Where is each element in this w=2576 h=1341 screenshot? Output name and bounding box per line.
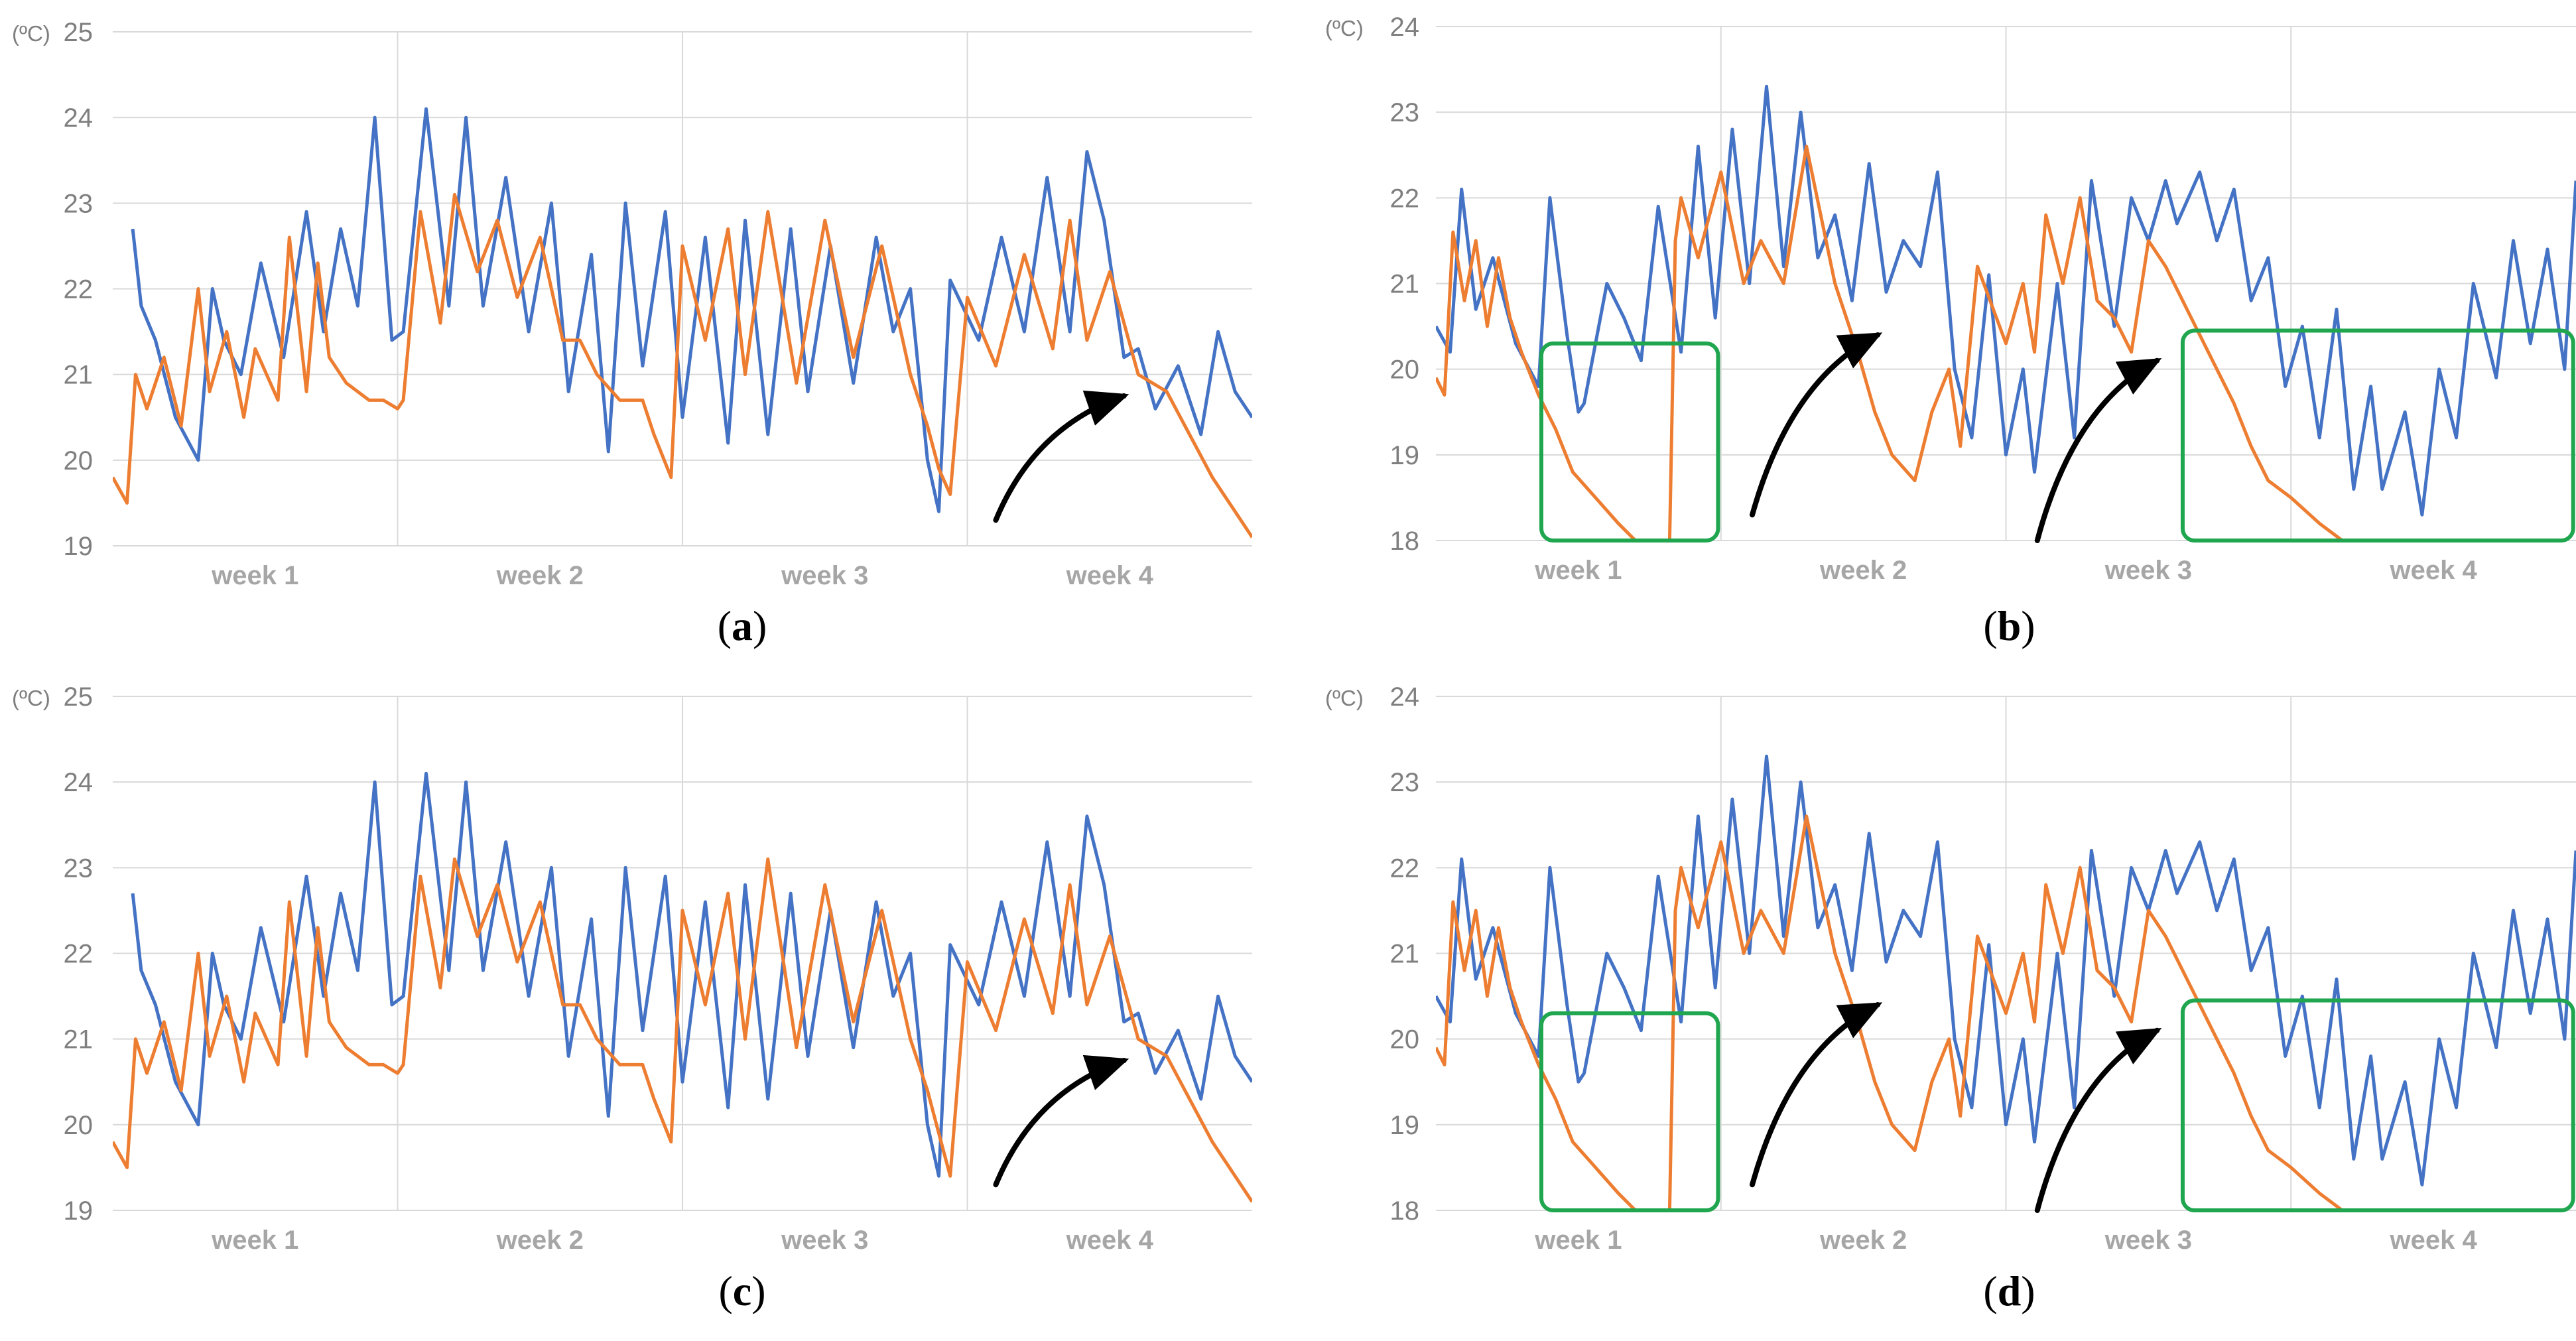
y-tick-label: 22 bbox=[64, 275, 94, 304]
trend-arrow bbox=[993, 1054, 1129, 1188]
y-tick-label: 25 bbox=[64, 18, 94, 47]
y-unit-label: (ºC) bbox=[12, 686, 50, 710]
x-tick-label: week 1 bbox=[1534, 1226, 1622, 1255]
highlight-box bbox=[1539, 1011, 1720, 1212]
y-tick-label: 22 bbox=[64, 940, 94, 969]
y-tick-label: 22 bbox=[1390, 184, 1420, 213]
chart-panel-c: 19 20 21 22 23 24 25 (ºC) week 1 week 2 week 3 week… bbox=[12, 682, 1252, 1314]
trend-arrow bbox=[2034, 357, 2162, 543]
y-unit-label: (ºC) bbox=[1325, 686, 1364, 710]
x-tick-label: week 3 bbox=[781, 1226, 868, 1255]
y-tick-label: 24 bbox=[64, 768, 94, 797]
y-tick-label: 21 bbox=[1390, 270, 1420, 299]
y-tick-label: 21 bbox=[1390, 940, 1420, 969]
y-tick-label: 22 bbox=[1390, 854, 1420, 883]
y-tick-label: 23 bbox=[1390, 768, 1420, 797]
x-tick-label: week 4 bbox=[2390, 556, 2478, 585]
y-tick-label: 21 bbox=[64, 1025, 94, 1054]
y-tick-label: 19 bbox=[64, 532, 94, 561]
series-line-blue bbox=[131, 771, 1252, 1178]
y-tick-label: 23 bbox=[64, 854, 94, 883]
y-tick-label: 24 bbox=[1390, 682, 1420, 712]
highlight-box bbox=[2180, 998, 2575, 1212]
series-line-orange bbox=[113, 857, 1252, 1203]
highlight-box bbox=[1539, 341, 1720, 543]
caption-letter: c bbox=[733, 1267, 751, 1314]
x-tick-label: week 1 bbox=[1534, 556, 1622, 585]
panel-caption: (d) bbox=[1983, 1267, 2035, 1314]
y-tick-label: 19 bbox=[1390, 441, 1420, 470]
x-tick-label: week 1 bbox=[211, 1226, 298, 1255]
y-tick-label: 20 bbox=[64, 446, 94, 476]
y-tick-label: 24 bbox=[1390, 13, 1420, 42]
series-line-blue bbox=[131, 107, 1252, 513]
chart-panel-a: 19 20 21 22 23 24 25 (ºC) week 1 week 2 week 3 week… bbox=[12, 18, 1252, 649]
caption-open-paren: ( bbox=[718, 1267, 732, 1314]
series-line-blue bbox=[1436, 84, 2576, 517]
x-tick-label: week 2 bbox=[496, 1226, 584, 1255]
caption-letter: a bbox=[732, 602, 753, 649]
x-tick-label: week 2 bbox=[1819, 1226, 1907, 1255]
y-unit-label: (ºC) bbox=[12, 21, 50, 46]
caption-close-paren: ) bbox=[753, 602, 767, 649]
y-tick-label: 20 bbox=[1390, 355, 1420, 385]
y-tick-label: 19 bbox=[1390, 1111, 1420, 1140]
caption-open-paren: ( bbox=[1983, 602, 1997, 649]
x-tick-label: week 4 bbox=[1066, 561, 1154, 590]
caption-open-paren: ( bbox=[718, 602, 732, 649]
caption-open-paren: ( bbox=[1983, 1267, 1997, 1314]
highlight-box bbox=[2180, 328, 2575, 543]
y-tick-label: 20 bbox=[64, 1111, 94, 1140]
y-tick-label: 18 bbox=[1390, 527, 1420, 556]
trend-arrow bbox=[993, 390, 1129, 523]
caption-letter: b bbox=[1998, 602, 2022, 649]
trend-arrow bbox=[2034, 1027, 2162, 1213]
caption-close-paren: ) bbox=[2021, 602, 2035, 649]
y-tick-label: 18 bbox=[1390, 1196, 1420, 1226]
caption-close-paren: ) bbox=[751, 1267, 765, 1314]
panel-caption: (b) bbox=[1983, 602, 2035, 649]
y-unit-label: (ºC) bbox=[1325, 16, 1364, 40]
y-tick-label: 25 bbox=[64, 682, 94, 712]
series-line-blue bbox=[1436, 754, 2576, 1186]
x-tick-label: week 4 bbox=[2390, 1226, 2478, 1255]
series-line-orange bbox=[113, 192, 1252, 539]
y-tick-label: 23 bbox=[1390, 98, 1420, 127]
x-tick-label: week 2 bbox=[496, 561, 584, 590]
x-tick-label: week 3 bbox=[2104, 556, 2192, 585]
caption-letter: d bbox=[1998, 1267, 2022, 1314]
x-tick-label: week 2 bbox=[1819, 556, 1907, 585]
trend-arrow bbox=[1750, 332, 1883, 518]
y-tick-label: 23 bbox=[64, 189, 94, 218]
x-tick-label: week 4 bbox=[1066, 1226, 1154, 1255]
trend-arrow bbox=[1750, 1002, 1883, 1188]
caption-close-paren: ) bbox=[2021, 1267, 2035, 1314]
chart-panel-b: 18 19 20 21 22 23 24 (ºC) week 1 week 2 week 3 week… bbox=[1325, 13, 2576, 649]
y-tick-label: 19 bbox=[64, 1196, 94, 1226]
panel-caption: (c) bbox=[718, 1267, 765, 1314]
panel-caption: (a) bbox=[718, 602, 767, 649]
x-tick-label: week 3 bbox=[2104, 1226, 2192, 1255]
chart-panel-d: 18 19 20 21 22 23 24 (ºC) week 1 week 2 week 3 week… bbox=[1325, 682, 2576, 1314]
y-tick-label: 21 bbox=[64, 361, 94, 390]
y-tick-label: 20 bbox=[1390, 1025, 1420, 1054]
x-tick-label: week 1 bbox=[211, 561, 298, 590]
y-tick-label: 24 bbox=[64, 103, 94, 133]
x-tick-label: week 3 bbox=[781, 561, 868, 590]
